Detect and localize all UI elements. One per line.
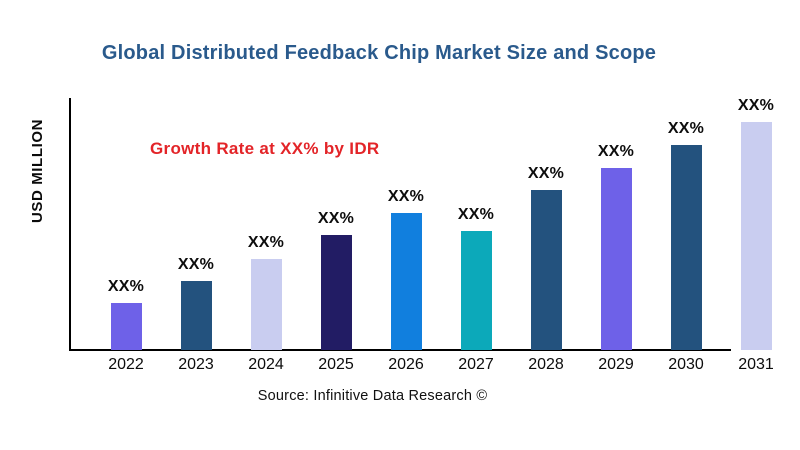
- bar-group-2025: XX%: [301, 210, 371, 350]
- bar-group-2029: XX%: [581, 143, 651, 350]
- x-tick-label-2027: 2027: [458, 356, 494, 373]
- bar-2024: [250, 259, 282, 350]
- bar-2022: [110, 303, 142, 350]
- bar-group-2022: XX%: [91, 278, 161, 350]
- x-tick-label-2023: 2023: [178, 356, 214, 373]
- bar-2023: [180, 281, 212, 350]
- x-tick-label-2024: 2024: [248, 356, 284, 373]
- x-tick-label-2030: 2030: [668, 356, 704, 373]
- bar-2031: [740, 122, 772, 350]
- bar-group-2024: XX%: [231, 234, 301, 350]
- bar-group-2027: XX%: [441, 206, 511, 350]
- bar-2030: [670, 145, 702, 350]
- source-text: Source: Infinitive Data Research ©: [257, 388, 488, 404]
- bar-group-2023: XX%: [161, 256, 231, 350]
- bar-value-label-2023: XX%: [177, 256, 215, 273]
- bar-2026: [390, 213, 422, 350]
- x-tick-label-2031: 2031: [738, 356, 774, 373]
- x-axis-line: [69, 349, 731, 351]
- x-tick-label-2029: 2029: [598, 356, 634, 373]
- bar-value-label-2030: XX%: [667, 120, 705, 137]
- y-axis-line: [69, 98, 71, 351]
- bar-value-label-2031: XX%: [737, 97, 775, 114]
- bar-2029: [600, 168, 632, 350]
- bar-group-2030: XX%: [651, 120, 721, 350]
- bar-value-label-2022: XX%: [107, 278, 145, 295]
- bar-value-label-2027: XX%: [457, 206, 495, 223]
- bar-group-2026: XX%: [371, 188, 441, 350]
- bar-2028: [530, 190, 562, 350]
- x-tick-label-2025: 2025: [318, 356, 354, 373]
- y-axis-label: USD MILLION: [29, 118, 46, 224]
- bar-value-label-2026: XX%: [387, 188, 425, 205]
- bar-value-label-2024: XX%: [247, 234, 285, 251]
- bar-value-label-2028: XX%: [527, 165, 565, 182]
- bar-value-label-2029: XX%: [597, 143, 635, 160]
- growth-rate-annotation: Growth Rate at XX% by IDR: [150, 139, 380, 158]
- x-tick-label-2022: 2022: [108, 356, 144, 373]
- bar-value-label-2025: XX%: [317, 210, 355, 227]
- bar-group-2031: XX%: [721, 97, 791, 350]
- x-tick-label-2028: 2028: [528, 356, 564, 373]
- chart-title: Global Distributed Feedback Chip Market …: [101, 42, 657, 64]
- bar-2027: [460, 231, 492, 350]
- bar-group-2028: XX%: [511, 165, 581, 350]
- bar-2025: [320, 235, 352, 350]
- x-tick-label-2026: 2026: [388, 356, 424, 373]
